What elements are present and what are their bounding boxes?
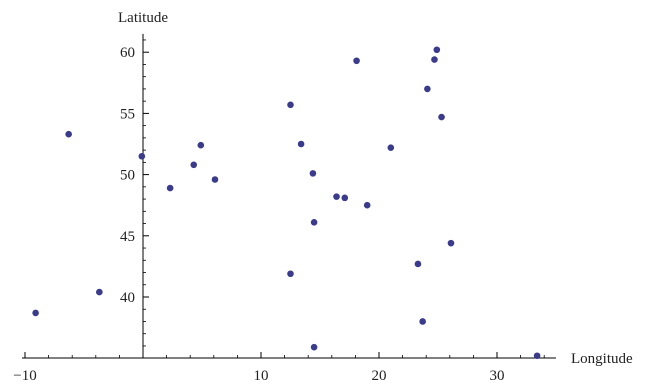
data-point [32,309,39,317]
data-point [310,343,318,351]
data-point [533,352,541,360]
data-point [363,201,371,209]
data-point [190,161,198,169]
y-ticks: 40 45 50 55 60 [120,39,149,347]
data-point [419,318,426,325]
data-point [211,176,219,183]
y-tick-label: 50 [120,168,135,184]
data-point [424,85,431,93]
data-point [310,219,318,226]
data-point [138,152,146,160]
data-point [438,113,445,121]
x-tick-label: 30 [490,368,505,384]
x-axis-title: Longitude [571,351,633,367]
data-point [387,144,395,151]
data-point [287,101,294,109]
data-point [433,46,441,54]
data-point [65,130,72,138]
data-point [341,194,349,202]
data-points [32,46,541,360]
x-ticks: −10 10 20 30 [13,352,545,384]
axes: −10 10 20 30 40 45 50 55 60 [13,33,556,384]
x-tick-label: 10 [254,368,269,384]
y-tick-label: 55 [120,106,135,122]
data-point [166,184,174,192]
data-point [197,141,205,149]
data-point [414,260,422,268]
x-tick-label: −10 [13,368,36,384]
y-tick-label: 60 [120,45,135,61]
data-point [297,140,305,148]
y-tick-label: 45 [120,229,135,245]
y-axis-title: Latitude [118,10,168,26]
data-point [309,170,317,177]
x-tick-label: 20 [372,368,387,384]
data-point [447,239,455,247]
y-tick-label: 40 [120,290,135,306]
data-point [96,288,103,296]
data-point [431,56,438,63]
data-point [333,193,340,200]
data-point [353,57,360,65]
data-point [287,270,294,278]
